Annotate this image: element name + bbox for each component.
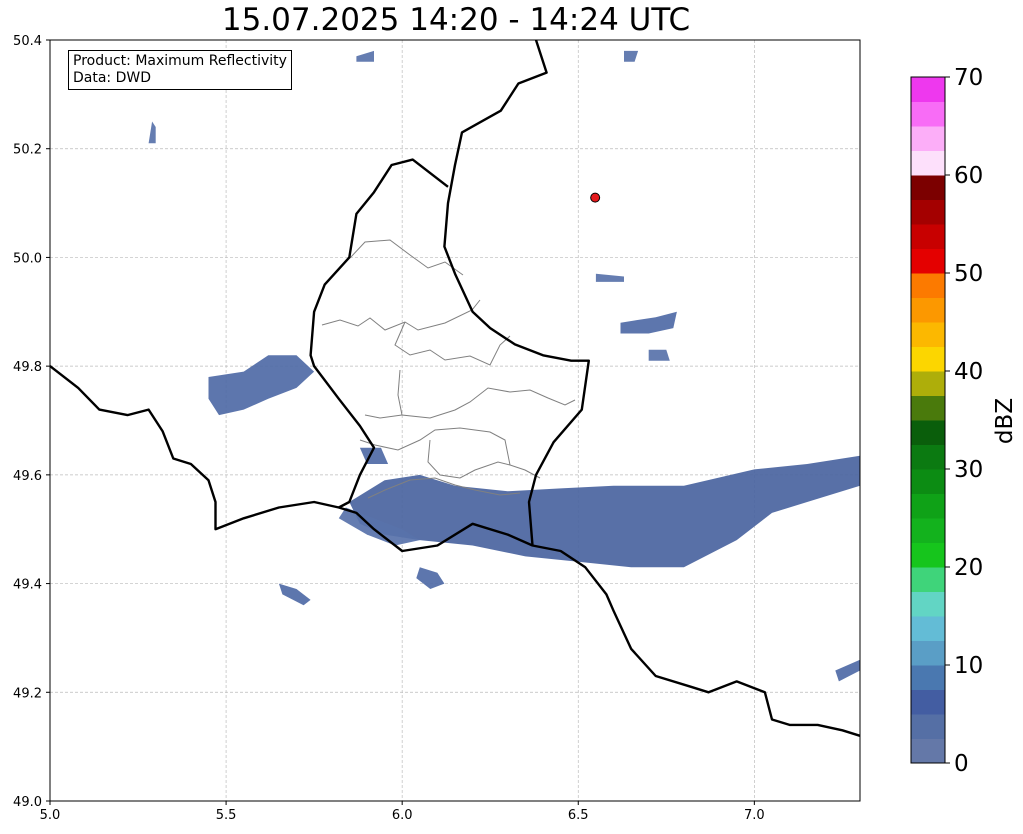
map-frame-background [50,40,860,801]
colorbar-swatch [911,640,945,666]
colorbar-swatch [911,248,945,274]
echo-cell-n4 [624,50,639,62]
colorbar-swatch [911,126,945,151]
colorbar-frame [910,76,946,764]
colorbar-tick-label: 40 [954,359,983,385]
info-box: Product: Maximum Reflectivity Data: DWD [68,50,292,90]
y-tick-label: 50.4 [13,34,42,49]
echo-cell-n1 [595,273,624,282]
colorbar-swatch [911,493,945,519]
colorbar-swatch [911,542,945,568]
district-border-north [321,239,481,331]
border-france-belgium [49,365,861,737]
echo-band-main [349,455,860,568]
y-tick-label: 50.0 [13,251,42,266]
y-tick-label: 49.4 [13,578,42,593]
y-tick-label: 49.8 [13,360,42,375]
y-tick-label: 49.6 [13,469,42,484]
colorbar-tick-label: 60 [954,163,983,189]
colorbar-tick-label: 10 [954,653,983,679]
y-tick-label: 49.0 [13,795,42,810]
reflectivity-echoes [148,50,860,682]
colorbar-swatch [911,322,945,347]
y-axis-ticks: 49.0 49.2 49.4 49.6 49.8 50.0 50.2 50.4 [13,34,50,810]
info-data-source: Data: DWD [73,70,151,86]
colorbar-tick-label: 20 [954,555,983,581]
y-tick-label: 49.2 [13,686,42,701]
colorbar-swatch [911,714,945,739]
echo-cell-ne [620,311,677,334]
echo-cell-e1 [648,349,670,361]
colorbar-tick-label: 50 [954,261,983,287]
x-tick-label: 6.5 [568,808,589,823]
radar-site-marker [590,192,601,203]
colorbar-label: dBZ [992,398,1018,444]
border-luxembourg-belgium [309,158,449,509]
echo-cell-se [835,659,860,682]
colorbar-tick-label: 0 [954,751,969,777]
map-title: 15.07.2025 14:20 - 14:24 UTC [221,2,691,38]
colorbar-swatch [911,297,945,323]
colorbar-tick-label: 70 [954,65,983,91]
x-tick-label: 6.0 [392,808,413,823]
border-germany-west [443,39,590,546]
echo-cell-west-a [208,355,315,416]
map-frame [49,39,861,802]
colorbar-swatch [911,444,945,470]
colorbar-swatch [911,395,945,421]
echo-cell-sw [278,583,311,606]
echo-band-west [338,507,420,546]
colorbar-swatch [911,77,945,102]
x-tick-label: 7.0 [744,808,765,823]
colorbar-swatch [911,689,945,715]
district-border-south [359,414,541,479]
colorbar-swatch [911,616,945,641]
colorbar-swatch [911,591,945,617]
colorbar-swatch [911,346,945,372]
colorbar-swatch [911,101,945,127]
colorbar-tick-label: 30 [954,457,983,483]
info-product: Product: Maximum Reflectivity [73,53,287,69]
country-borders [49,39,861,737]
colorbar-swatch [911,199,945,225]
x-tick-label: 5.0 [40,808,61,823]
echo-cell-n3 [356,50,374,62]
colorbar-swatch [911,420,945,445]
y-tick-label: 50.2 [13,143,42,158]
echo-cell-s [416,567,445,589]
x-tick-label: 5.5 [216,808,237,823]
x-axis-ticks: 5.0 5.5 6.0 6.5 7.0 [40,801,765,823]
colorbar-swatch [911,273,945,298]
colorbar-swatch [911,469,945,494]
colorbar-swatch [911,518,945,543]
colorbar-swatch [911,371,945,396]
colorbar-swatch [911,224,945,249]
colorbar-swatch [911,150,945,176]
district-border-central [394,321,576,419]
echo-cell-n2 [148,121,156,144]
colorbar: 0 10 20 30 40 50 60 70 [910,65,983,777]
colorbar-swatch [911,567,945,592]
colorbar-swatch [911,738,945,764]
colorbar-swatch [911,175,945,200]
district-borders [321,239,576,499]
district-border-southwest [367,477,521,499]
colorbar-swatch [911,665,945,690]
